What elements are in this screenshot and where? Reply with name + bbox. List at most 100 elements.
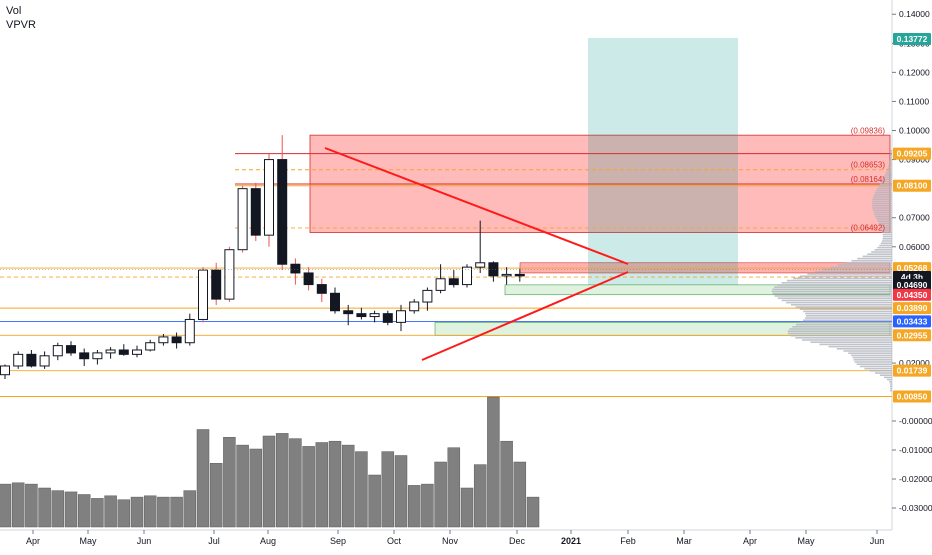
price-label-text: 0.01739 <box>897 366 928 376</box>
price-label: 0.04350 <box>893 288 931 301</box>
vpvr-bar <box>851 260 892 262</box>
price-label-bg <box>893 288 931 301</box>
price-label-text: 0.13772 <box>897 34 928 44</box>
vpvr-bar <box>789 328 892 330</box>
x-tick-label: 2021 <box>561 536 581 546</box>
volume-bar <box>77 494 91 528</box>
volume-bar <box>38 487 51 528</box>
candle-body <box>435 278 446 291</box>
vpvr-bar <box>805 312 892 315</box>
candle-body <box>356 313 367 318</box>
volume-bar <box>104 495 117 528</box>
volume-bar <box>421 483 434 528</box>
legend-vol[interactable]: Vol <box>6 5 22 17</box>
vpvr-bar <box>795 337 892 339</box>
y-tick-label: -0.03000 <box>899 503 932 513</box>
vpvr-bar <box>884 174 892 176</box>
x-tick-label: May <box>797 536 815 546</box>
vpvr-bar <box>887 378 892 381</box>
price-label-bg <box>893 302 931 315</box>
volume-bar <box>447 447 461 528</box>
volume-bar <box>434 461 447 528</box>
candle-body <box>488 262 499 277</box>
vpvr-bar <box>836 348 892 350</box>
volume-bar <box>355 451 368 528</box>
vpvr-bar <box>799 321 892 324</box>
x-tick-label: Sep <box>330 536 346 546</box>
price-label-text: 0.02955 <box>897 330 928 340</box>
vpvr-bar <box>805 315 892 317</box>
price-label-bg <box>893 390 931 403</box>
vpvr-bar <box>777 284 892 286</box>
price-label-text: 0.09205 <box>897 149 928 159</box>
vpvr-bar <box>872 205 892 207</box>
fib-label: (0.08653) <box>851 161 886 170</box>
volume-bar <box>315 442 329 528</box>
vpvr-bar <box>890 387 892 390</box>
vpvr-bar <box>872 200 892 203</box>
volume-bar <box>500 440 513 528</box>
candle-body <box>39 355 50 367</box>
candle-body <box>303 272 314 286</box>
vpvr-bar <box>852 356 892 359</box>
vpvr-bar <box>781 282 892 284</box>
legend-vpvr[interactable]: VPVR <box>6 19 36 31</box>
vpvr-bar <box>843 350 892 352</box>
vpvr-bar <box>810 341 892 343</box>
candle-body <box>66 345 76 354</box>
candle-body <box>330 292 340 312</box>
vpvr-bar <box>856 363 892 365</box>
candle-body <box>105 349 116 354</box>
y-tick-label: 0.02000 <box>899 358 930 368</box>
vpvr-bar <box>828 345 892 348</box>
vpvr-bar <box>874 191 892 194</box>
vpvr-bar <box>807 273 892 275</box>
x-tick-label: Apr <box>26 536 40 546</box>
volume-bar <box>249 448 263 528</box>
vpvr-bar <box>837 264 892 266</box>
vpvr-bar <box>878 222 892 225</box>
candle-body <box>409 301 420 312</box>
target-zone <box>588 38 738 285</box>
vpvr-bar <box>879 374 892 376</box>
x-tick-label: Apr <box>743 536 757 546</box>
price-label-text: 0.04350 <box>897 290 928 300</box>
vpvr-bar <box>883 176 892 178</box>
price-label: 0.03433 <box>893 315 931 328</box>
price-label-text: 0.05268 <box>897 263 928 273</box>
vpvr-bar <box>878 185 892 187</box>
candle-body <box>92 352 103 360</box>
vpvr-bar <box>871 202 892 205</box>
vpvr-bar <box>886 169 892 172</box>
x-tick-label: Jun <box>137 536 152 546</box>
candle-body <box>316 284 327 294</box>
candle-body <box>184 318 195 344</box>
vpvr-bar <box>885 172 892 174</box>
vpvr-bar <box>890 154 892 156</box>
x-tick-label: Mar <box>676 536 692 546</box>
candle-body <box>198 269 208 320</box>
vpvr-bar <box>877 246 892 249</box>
vpvr-bar <box>793 277 892 280</box>
volume-bar <box>196 429 210 528</box>
candle-body <box>514 273 525 277</box>
price-label-text: 0.00850 <box>897 392 928 402</box>
vpvr-bar <box>805 317 892 319</box>
vpvr-bar <box>890 383 892 385</box>
vpvr-bar <box>853 359 892 361</box>
candle-body <box>448 278 459 286</box>
vpvr-bar <box>873 196 892 198</box>
vpvr-bar <box>802 319 892 321</box>
fib-label: (0.06492) <box>851 223 886 232</box>
vpvr-bar <box>874 213 892 216</box>
price-label: 0.02955 <box>893 329 931 342</box>
vpvr-bar <box>844 262 892 264</box>
vpvr-histogram <box>771 150 892 392</box>
candle-body <box>462 266 472 286</box>
vpvr-bar <box>774 286 892 288</box>
volume-bar <box>117 499 131 528</box>
volume-bar <box>394 455 408 528</box>
price-label-bg <box>893 364 931 377</box>
price-label-bg <box>893 278 931 291</box>
vpvr-bar <box>815 271 892 273</box>
